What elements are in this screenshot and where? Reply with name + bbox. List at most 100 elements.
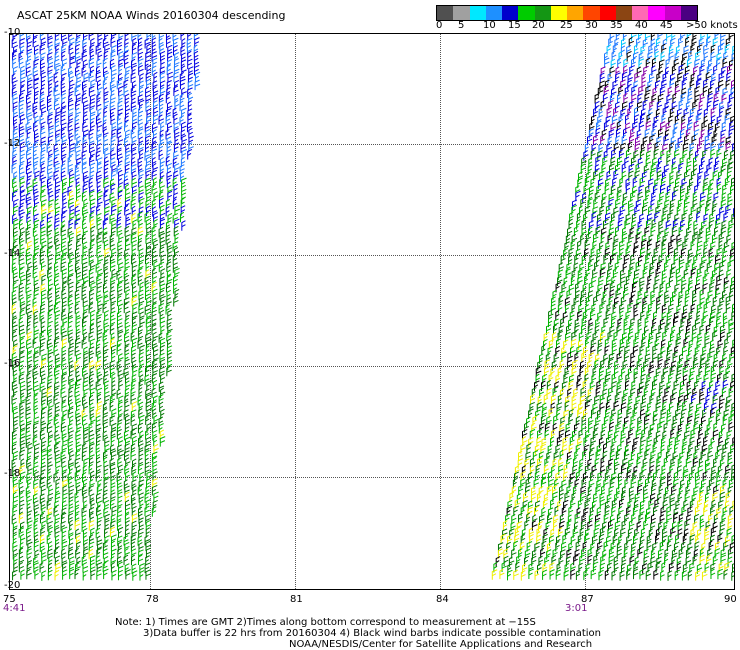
wind-barb xyxy=(96,435,101,447)
wind-barb xyxy=(116,388,122,399)
wind-barb xyxy=(26,346,33,357)
wind-barb xyxy=(26,451,32,462)
wind-barb xyxy=(639,443,645,455)
wind-barb xyxy=(596,409,602,420)
wind-barb xyxy=(26,148,32,160)
wind-barb xyxy=(54,58,60,70)
wind-barb xyxy=(75,331,81,342)
wind-barb xyxy=(180,34,185,41)
wind-barb xyxy=(691,134,697,146)
wind-barb xyxy=(730,86,734,98)
wind-barb xyxy=(144,492,150,503)
wind-barb xyxy=(110,303,115,314)
wind-barb xyxy=(167,213,173,224)
wind-barb xyxy=(76,58,82,69)
wind-barb xyxy=(592,268,598,279)
wind-barb xyxy=(11,443,17,455)
wind-barb xyxy=(111,422,117,434)
wind-barb xyxy=(725,79,731,90)
wind-barb xyxy=(693,129,700,140)
wind-barb xyxy=(518,484,524,496)
wind-barb xyxy=(503,555,509,567)
wind-barb xyxy=(131,506,137,517)
wind-barb xyxy=(25,136,30,147)
wind-barb xyxy=(571,204,577,216)
wind-barb xyxy=(689,177,694,188)
wind-barb xyxy=(89,107,96,118)
wind-barb xyxy=(585,563,591,574)
wind-barb xyxy=(83,372,89,384)
wind-barb xyxy=(47,457,53,468)
wind-barb xyxy=(131,205,136,217)
wind-barb xyxy=(160,121,165,132)
wind-barb xyxy=(55,534,60,546)
wind-barb xyxy=(666,94,673,105)
wind-barb xyxy=(600,232,605,244)
wind-barb xyxy=(19,507,24,518)
wind-barb xyxy=(698,429,704,440)
wind-barb xyxy=(145,169,151,181)
wind-barb xyxy=(104,156,109,167)
wind-barb xyxy=(12,521,18,532)
wind-barb xyxy=(553,352,560,364)
wind-barb xyxy=(656,170,662,181)
wind-barb xyxy=(19,171,25,182)
wind-barb xyxy=(685,485,691,496)
wind-barb xyxy=(671,162,678,174)
wind-barb xyxy=(573,521,579,532)
wind-barb xyxy=(18,512,24,524)
wind-barb xyxy=(18,373,24,385)
wind-barb xyxy=(39,366,46,377)
wind-barb xyxy=(25,422,32,434)
wind-barb xyxy=(81,253,88,265)
wind-barb xyxy=(145,485,151,496)
wind-barb xyxy=(627,401,633,413)
wind-barb xyxy=(96,157,103,168)
wind-barb xyxy=(571,492,577,503)
wind-barb xyxy=(699,387,705,398)
wind-barb xyxy=(577,268,583,280)
wind-barb xyxy=(81,269,88,280)
wind-barb xyxy=(608,36,613,48)
wind-barb xyxy=(597,150,603,161)
wind-barb xyxy=(13,554,18,566)
wind-barb xyxy=(39,93,45,104)
wind-barb xyxy=(47,381,52,392)
wind-barb xyxy=(658,66,664,77)
wind-barb xyxy=(96,290,102,301)
wind-barb xyxy=(727,162,733,174)
wind-barb xyxy=(609,66,616,77)
wind-barb xyxy=(700,449,706,461)
wind-barb xyxy=(60,64,66,76)
wind-barb xyxy=(644,477,651,489)
wind-barb xyxy=(633,499,639,511)
wind-barb xyxy=(68,99,74,111)
wind-barb xyxy=(620,45,626,56)
wind-barb xyxy=(605,309,611,321)
wind-barb xyxy=(152,80,158,91)
wind-barb xyxy=(663,164,670,175)
wind-barb xyxy=(179,78,186,90)
wind-barb xyxy=(701,380,706,391)
wind-barb xyxy=(591,408,597,419)
wind-barb xyxy=(159,436,166,447)
wind-barb xyxy=(18,107,24,118)
wind-barb xyxy=(145,514,151,525)
wind-barb xyxy=(144,289,151,300)
wind-barb xyxy=(611,499,618,510)
wind-barb xyxy=(26,491,31,503)
wind-barb xyxy=(97,268,103,280)
wind-barb xyxy=(152,57,158,69)
wind-barb xyxy=(707,548,713,559)
wind-barb xyxy=(61,101,67,112)
wind-barb xyxy=(570,345,576,357)
wind-barb xyxy=(151,387,157,399)
wind-barb xyxy=(553,514,559,525)
wind-barb xyxy=(615,288,622,300)
wind-barb xyxy=(165,206,170,217)
wind-barb xyxy=(618,534,623,546)
wind-barb xyxy=(180,205,186,216)
wind-barb xyxy=(678,255,685,266)
wind-barb xyxy=(613,206,619,217)
wind-barb xyxy=(82,85,87,97)
